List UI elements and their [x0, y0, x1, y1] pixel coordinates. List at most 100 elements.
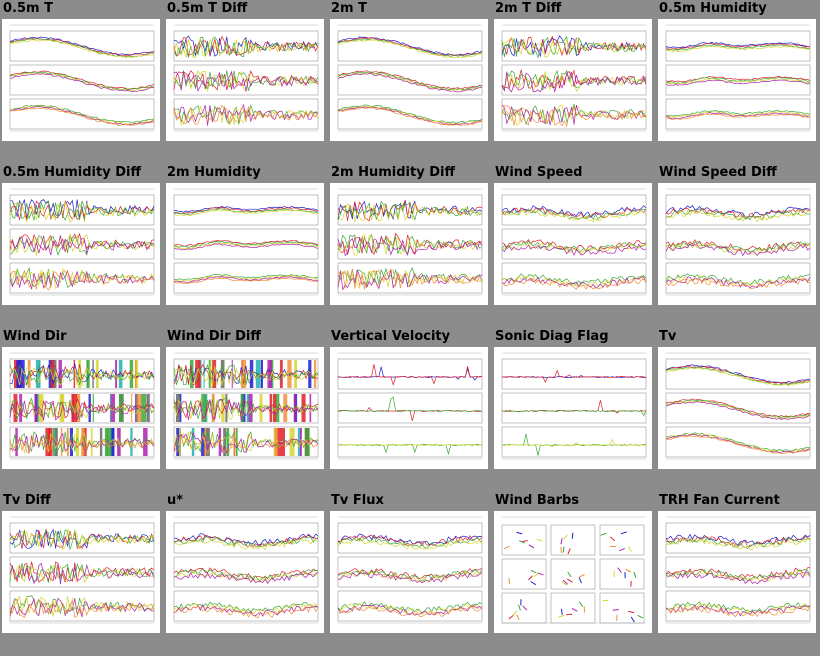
- subplot-panel: [9, 262, 155, 294]
- plot-thumbnail[interactable]: [2, 19, 160, 141]
- plot-thumbnail[interactable]: [166, 347, 324, 469]
- wind-barb-panel: [599, 558, 645, 590]
- plot-cell-tv-flux: Tv Flux: [328, 492, 492, 656]
- plot-title[interactable]: Tv: [659, 329, 677, 344]
- plot-title[interactable]: Wind Barbs: [495, 493, 580, 508]
- plot-cell-vertical-velocity: Vertical Velocity: [328, 328, 492, 492]
- plot-cell-wind-dir-diff: Wind Dir Diff: [164, 328, 328, 492]
- plot-thumbnail[interactable]: [330, 19, 488, 141]
- plot-title[interactable]: 0.5m T Diff: [167, 1, 248, 16]
- subplot-panel: [9, 522, 155, 554]
- plot-title[interactable]: Tv Flux: [331, 493, 384, 508]
- plot-thumbnail-graphic: [173, 352, 319, 460]
- plot-thumbnail[interactable]: [2, 347, 160, 469]
- subplot-panel: [173, 30, 319, 62]
- plot-title[interactable]: 0.5m Humidity: [659, 1, 767, 16]
- plot-cell-u: u*: [164, 492, 328, 656]
- subplot-panel: [501, 262, 647, 294]
- subplot-panel: [337, 228, 483, 260]
- wind-barb-panel: [501, 558, 547, 590]
- subplot-panel: [501, 30, 647, 62]
- plot-thumbnail[interactable]: [330, 511, 488, 633]
- subplot-panel: [173, 522, 319, 554]
- plot-thumbnail[interactable]: [658, 183, 816, 305]
- subplot-panel: [9, 30, 155, 62]
- plot-thumbnail[interactable]: [2, 183, 160, 305]
- plot-cell-2m-humidity-diff: 2m Humidity Diff: [328, 164, 492, 328]
- plot-cell-trh-fan-current: TRH Fan Current: [656, 492, 820, 656]
- plot-thumbnail[interactable]: [494, 347, 652, 469]
- subplot-panel: [173, 556, 319, 588]
- plot-cell-2m-t-diff: 2m T Diff: [492, 0, 656, 164]
- plot-thumbnail[interactable]: [330, 183, 488, 305]
- plot-thumbnail-graphic: [9, 352, 155, 460]
- plot-thumbnail[interactable]: [658, 511, 816, 633]
- plot-title[interactable]: 0.5m T: [3, 1, 53, 16]
- subplot-panel: [665, 358, 811, 390]
- plot-cell-wind-dir: Wind Dir: [0, 328, 164, 492]
- plot-thumbnail-graphic: [501, 352, 647, 460]
- subplot-panel: [665, 522, 811, 554]
- wind-barb-panel: [550, 524, 596, 556]
- subplot-panel: [501, 358, 647, 390]
- plot-title[interactable]: Wind Dir: [3, 329, 67, 344]
- subplot-panel: [337, 392, 483, 424]
- plot-thumbnail-graphic: [501, 188, 647, 296]
- plot-thumbnail[interactable]: [166, 19, 324, 141]
- plot-thumbnail-graphic: [337, 24, 483, 132]
- subplot-panel: [9, 64, 155, 96]
- plot-title[interactable]: Wind Dir Diff: [167, 329, 261, 344]
- plot-title[interactable]: Wind Speed: [495, 165, 583, 180]
- subplot-panel: [665, 590, 811, 622]
- plot-title[interactable]: Tv Diff: [3, 493, 51, 508]
- plot-thumbnail-graphic: [173, 516, 319, 624]
- plot-title[interactable]: 2m T: [331, 1, 367, 16]
- plot-thumbnail[interactable]: [166, 183, 324, 305]
- plot-cell-wind-barbs: Wind Barbs: [492, 492, 656, 656]
- wind-barb-panel: [599, 524, 645, 556]
- plot-cell-tv-diff: Tv Diff: [0, 492, 164, 656]
- plot-cell-2m-humidity: 2m Humidity: [164, 164, 328, 328]
- plot-title[interactable]: 2m Humidity Diff: [331, 165, 456, 180]
- subplot-panel: [173, 228, 319, 260]
- plot-thumbnail-graphic: [9, 24, 155, 132]
- plot-title[interactable]: u*: [167, 493, 184, 508]
- wind-barb-panel: [501, 592, 547, 624]
- plot-thumbnail[interactable]: [330, 347, 488, 469]
- plot-title[interactable]: Vertical Velocity: [331, 329, 451, 344]
- plot-title[interactable]: TRH Fan Current: [659, 493, 780, 508]
- plot-thumbnail-graphic: [501, 516, 646, 624]
- subplot-panel: [173, 194, 319, 226]
- plot-cell-0-5m-t-diff: 0.5m T Diff: [164, 0, 328, 164]
- subplot-panel: [665, 392, 811, 424]
- plot-title[interactable]: Sonic Diag Flag: [495, 329, 609, 344]
- plot-thumbnail-graphic: [173, 188, 319, 296]
- plot-thumbnail-graphic: [665, 516, 811, 624]
- plot-thumbnail[interactable]: [166, 511, 324, 633]
- subplot-panel: [9, 590, 155, 622]
- wind-barb-panel: [599, 592, 645, 624]
- plot-cell-0-5m-t: 0.5m T: [0, 0, 164, 164]
- plot-title[interactable]: 2m T Diff: [495, 1, 562, 16]
- plot-thumbnail[interactable]: [494, 511, 652, 633]
- plot-thumbnail[interactable]: [658, 19, 816, 141]
- plot-cell-wind-speed: Wind Speed: [492, 164, 656, 328]
- plot-thumbnail[interactable]: [2, 511, 160, 633]
- subplot-panel: [173, 358, 319, 390]
- subplot-panel: [9, 392, 155, 424]
- subplot-panel: [501, 228, 647, 260]
- subplot-panel: [337, 556, 483, 588]
- plot-title[interactable]: Wind Speed Diff: [659, 165, 777, 180]
- plot-thumbnail[interactable]: [494, 183, 652, 305]
- subplot-panel: [501, 426, 647, 458]
- subplot-panel: [9, 98, 155, 130]
- subplot-panel: [665, 98, 811, 130]
- plot-title[interactable]: 2m Humidity: [167, 165, 261, 180]
- subplot-panel: [173, 426, 319, 458]
- plot-cell-0-5m-humidity: 0.5m Humidity: [656, 0, 820, 164]
- plot-thumbnail-graphic: [9, 516, 155, 624]
- plot-title[interactable]: 0.5m Humidity Diff: [3, 165, 141, 180]
- plot-thumbnail[interactable]: [494, 19, 652, 141]
- plot-thumbnail[interactable]: [658, 347, 816, 469]
